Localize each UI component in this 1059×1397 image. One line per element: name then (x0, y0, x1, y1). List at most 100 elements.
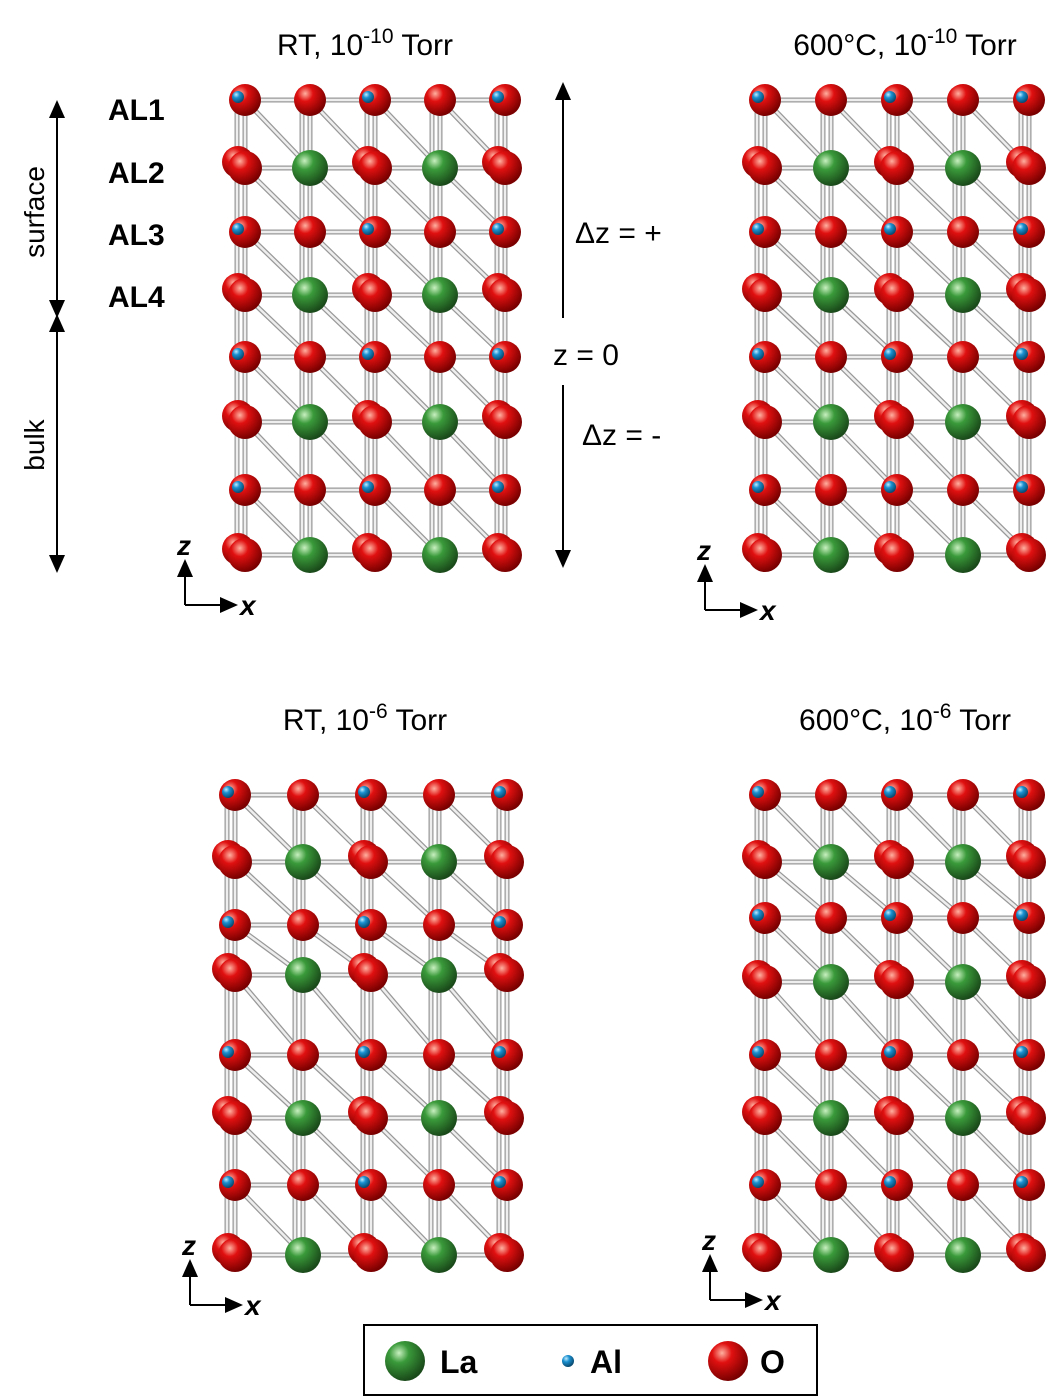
la-atom (945, 1100, 981, 1136)
o-atom (490, 1101, 524, 1135)
legend: La Al O (364, 1325, 817, 1395)
o-atom (287, 909, 319, 941)
o-atom (228, 405, 262, 439)
o-atom (815, 474, 847, 506)
la-atom (945, 150, 981, 186)
o-atom (424, 84, 456, 116)
panel-title: RT, 10-10 Torr (277, 25, 453, 62)
legend-label: Al (590, 1344, 622, 1380)
legend-label: La (440, 1344, 478, 1380)
la-atom (422, 537, 458, 573)
al-atom (884, 348, 896, 360)
al-atom (1016, 1176, 1028, 1188)
al-atom (358, 1176, 370, 1188)
o-atom (1012, 405, 1046, 439)
o-atom (1012, 538, 1046, 572)
o-atom (815, 1039, 847, 1071)
o-atom (358, 151, 392, 185)
al-atom (358, 1046, 370, 1058)
displacement-label: Δz = + (575, 217, 662, 250)
title-text: Torr (388, 704, 447, 737)
axis-label: z (696, 535, 711, 566)
layer-label: AL2 (108, 157, 165, 190)
panel-title: RT, 10-6 Torr (283, 700, 447, 737)
legend-swatch (708, 1341, 748, 1381)
bonds (227, 94, 1029, 1255)
la-atom (285, 844, 321, 880)
al-atom (222, 1176, 234, 1188)
title-text: RT, 10 (283, 704, 369, 737)
axis-label: x (758, 595, 777, 626)
title-text: 600°C, 10 (799, 704, 933, 737)
la-atom (945, 964, 981, 1000)
o-atom (358, 405, 392, 439)
o-atom (947, 84, 979, 116)
displacement-label: z = 0 (553, 339, 619, 372)
la-atom (813, 277, 849, 313)
al-atom (494, 1176, 506, 1188)
la-atom (422, 277, 458, 313)
la-atom (285, 1237, 321, 1273)
title-text: Torr (394, 29, 453, 62)
o-atom (488, 538, 522, 572)
o-atom (423, 779, 455, 811)
la-atom (813, 537, 849, 573)
layer-label: AL3 (108, 219, 165, 252)
al-atom (752, 1176, 764, 1188)
o-atom (424, 216, 456, 248)
al-atom (752, 786, 764, 798)
la-atom (945, 537, 981, 573)
o-atom (354, 845, 388, 879)
o-atom (1012, 278, 1046, 312)
title-text: 600°C, 10 (793, 29, 927, 62)
o-atom (423, 909, 455, 941)
al-atom (222, 916, 234, 928)
o-atom (488, 151, 522, 185)
al-atom (362, 481, 374, 493)
la-atom (945, 277, 981, 313)
title-exponent: -6 (933, 700, 952, 723)
al-atom (884, 91, 896, 103)
panel-title: 600°C, 10-10 Torr (793, 25, 1017, 62)
al-atom (752, 91, 764, 103)
o-atom (218, 958, 252, 992)
o-atom (490, 845, 524, 879)
al-atom (1016, 909, 1028, 921)
o-atom (287, 779, 319, 811)
al-atom (492, 481, 504, 493)
la-atom (813, 964, 849, 1000)
al-atom (222, 1046, 234, 1058)
al-atom (358, 786, 370, 798)
o-atom (880, 845, 914, 879)
layer-label: AL1 (108, 94, 165, 127)
al-atom (232, 91, 244, 103)
la-atom (285, 1100, 321, 1136)
al-atom (884, 909, 896, 921)
la-atom (292, 277, 328, 313)
o-atom (880, 151, 914, 185)
la-atom (422, 150, 458, 186)
o-atom (358, 538, 392, 572)
al-atom (492, 348, 504, 360)
title-text: Torr (951, 704, 1010, 737)
al-atom (884, 1176, 896, 1188)
o-atom (294, 341, 326, 373)
al-atom (232, 481, 244, 493)
la-atom (813, 404, 849, 440)
al-atom (752, 1046, 764, 1058)
o-atom (748, 965, 782, 999)
al-atom (494, 786, 506, 798)
o-atom (218, 845, 252, 879)
region-label: bulk (19, 418, 50, 470)
panel-title: 600°C, 10-6 Torr (799, 700, 1011, 737)
title-exponent: -6 (369, 700, 388, 723)
o-atom (748, 845, 782, 879)
la-atom (813, 1100, 849, 1136)
la-atom (945, 404, 981, 440)
al-atom (1016, 91, 1028, 103)
o-atom (218, 1238, 252, 1272)
al-atom (232, 348, 244, 360)
figure: AL1 AL2 AL3 AL4 surface bulk Δz = + z = … (0, 0, 1059, 1397)
al-atom (358, 916, 370, 928)
la-atom (292, 150, 328, 186)
